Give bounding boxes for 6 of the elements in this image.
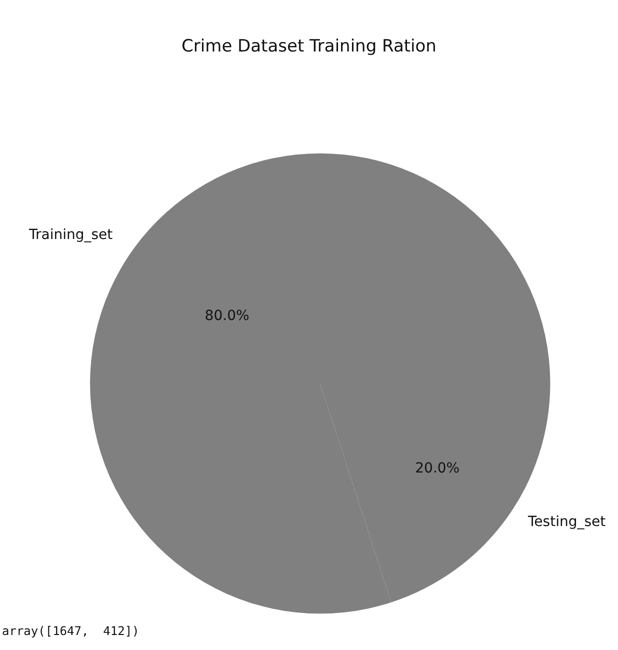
data-label: 20.0% (415, 460, 460, 477)
slice-label: Training_set (28, 227, 114, 243)
slice-label: Testing_set (527, 514, 606, 530)
data-label: 80.0% (204, 308, 250, 324)
chart-title: Crime Dataset Training Ration (182, 36, 436, 56)
text: array([1647, 412]) (2, 624, 140, 638)
